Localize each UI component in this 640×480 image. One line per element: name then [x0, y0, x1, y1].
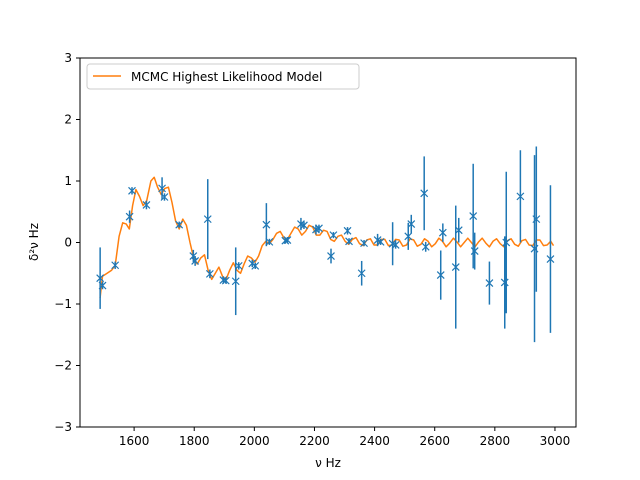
- data-point-marker: [502, 238, 511, 247]
- x-tick-label: 2400: [359, 434, 390, 448]
- data-point-marker: [251, 261, 260, 270]
- data-point-marker: [175, 220, 184, 229]
- data-point-marker: [546, 255, 555, 264]
- data-point-marker: [231, 277, 240, 286]
- data-point-marker: [262, 220, 271, 229]
- x-tick-label: 1600: [119, 434, 150, 448]
- data-point-marker: [205, 269, 214, 278]
- data-point-marker: [500, 278, 509, 287]
- x-tick-label: 2800: [480, 434, 511, 448]
- y-axis: −3 −2 −1 0 1 2 3: [54, 51, 80, 434]
- legend-entry-model: MCMC Highest Likelihood Model: [131, 70, 322, 84]
- data-point-marker: [142, 201, 151, 209]
- data-point-marker: [111, 261, 120, 270]
- data-point-marker: [315, 224, 323, 233]
- data-point-marker: [438, 228, 447, 237]
- data-point-marker: [300, 221, 308, 230]
- y-tick-label: 3: [64, 51, 72, 65]
- data-point-marker: [327, 252, 335, 260]
- data-point-marker: [234, 261, 243, 270]
- model-line: [99, 176, 555, 298]
- data-point-marker: [391, 241, 400, 249]
- x-tick-label: 1800: [179, 434, 210, 448]
- data-point-marker: [96, 274, 105, 283]
- x-tick-label: 2200: [299, 434, 330, 448]
- data-layer: [96, 146, 555, 343]
- y-tick-label: 1: [64, 174, 72, 188]
- data-point-marker: [345, 237, 353, 246]
- data-point-marker: [376, 237, 385, 246]
- y-tick-label: 0: [64, 236, 72, 250]
- y-tick-label: −1: [54, 297, 72, 311]
- data-point-marker: [436, 271, 445, 280]
- data-point-marker: [158, 184, 166, 193]
- data-point-marker: [98, 281, 107, 290]
- x-axis: 1600 1800 2000 2200 2400 2600 2800 3000: [119, 427, 570, 448]
- data-point-marker: [191, 257, 200, 265]
- data-point-marker: [485, 279, 494, 288]
- x-tick-label: 2000: [239, 434, 270, 448]
- data-point-marker: [470, 247, 479, 256]
- legend: MCMC Highest Likelihood Model: [86, 63, 360, 90]
- data-point-marker: [203, 215, 212, 224]
- x-axis-label: ν Hz: [315, 456, 341, 470]
- data-point-marker: [451, 263, 460, 272]
- data-point-marker: [128, 186, 136, 195]
- data-point-marker: [454, 226, 463, 235]
- x-tick-label: 3000: [540, 434, 571, 448]
- x-tick-label: 2600: [419, 434, 450, 448]
- data-point-marker: [283, 236, 292, 244]
- data-point-marker: [420, 189, 429, 198]
- y-tick-label: −2: [54, 359, 72, 373]
- data-point-marker: [357, 269, 366, 278]
- data-point-marker: [469, 212, 478, 220]
- y-tick-label: 2: [64, 113, 72, 127]
- data-point-marker: [329, 231, 338, 240]
- y-axis-label: δ²ν Hz: [27, 223, 41, 261]
- data-point-marker: [516, 192, 525, 201]
- data-point-marker: [160, 193, 169, 201]
- data-point-marker: [360, 239, 368, 248]
- data-point-marker: [404, 232, 413, 241]
- data-point-marker: [343, 226, 352, 235]
- data-point-marker: [125, 212, 134, 221]
- data-point-marker: [407, 220, 416, 228]
- data-point-marker: [265, 237, 274, 246]
- legend-box: [86, 63, 360, 90]
- data-point-marker: [221, 276, 230, 285]
- y-tick-label: −3: [54, 420, 72, 434]
- data-point-marker: [532, 215, 541, 224]
- data-point-marker: [421, 242, 430, 251]
